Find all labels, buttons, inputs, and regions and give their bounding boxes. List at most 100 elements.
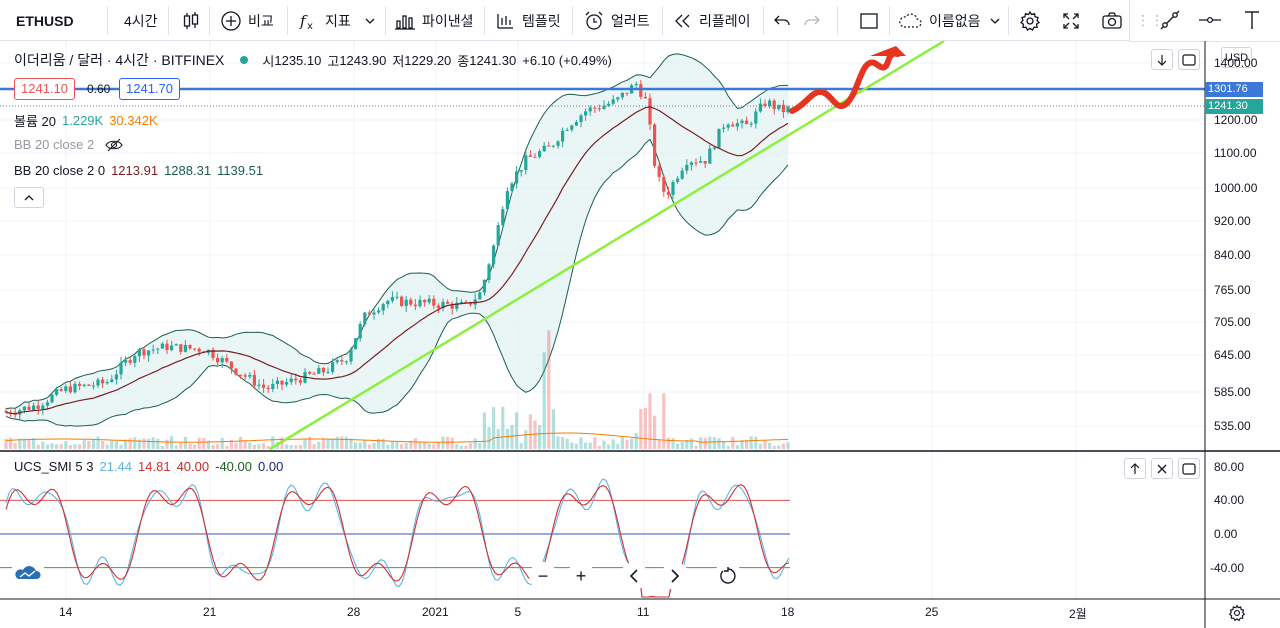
trendline-tool-button[interactable] <box>1158 0 1182 40</box>
projection-arrow-drawing[interactable] <box>789 50 901 114</box>
layout-name-button[interactable]: 이름없음 <box>897 0 1001 41</box>
candle-body <box>170 345 174 351</box>
price-axis-label: 765.00 <box>1214 283 1251 297</box>
volume-ma-value: 30.342K <box>109 113 158 128</box>
chart-settings-button[interactable] <box>1228 600 1246 626</box>
volume-legend[interactable]: 볼륨 20 1.229K 30.342K <box>14 111 164 130</box>
volume-bar <box>492 407 496 449</box>
candle-body <box>528 155 532 157</box>
hidden-bb-legend[interactable]: BB 20 close 2 <box>14 137 124 152</box>
volume-bar <box>27 440 31 449</box>
zoom-in-button[interactable]: + <box>567 562 595 590</box>
price-axis-label: 1100.00 <box>1214 146 1257 160</box>
change-value: +6.10 (+0.49%) <box>522 52 612 68</box>
bollinger-legend[interactable]: BB 20 close 2 0 1213.91 1288.31 1139.51 <box>14 163 269 178</box>
volume-bar <box>160 445 164 449</box>
currency-button[interactable]: USD <box>1221 47 1252 68</box>
horizontal-line-tool-button[interactable] <box>1198 0 1222 40</box>
indicators-dropdown[interactable] <box>364 0 376 41</box>
candle-body <box>772 100 776 110</box>
drag-handle-icon[interactable]: ⋮⋮ <box>1136 11 1164 28</box>
eye-crossed-icon[interactable] <box>104 138 124 152</box>
candle-body <box>308 372 312 374</box>
volume-bar <box>758 443 762 449</box>
smi-level-lines <box>0 499 790 569</box>
volume-bar <box>363 440 367 449</box>
financials-button[interactable]: 파이낸셜 <box>394 0 474 41</box>
maximize-smi-pane-button[interactable] <box>1178 458 1200 479</box>
volume-bar <box>133 437 137 449</box>
volume-bar <box>82 440 86 449</box>
volume-bar <box>22 438 26 449</box>
volume-bar <box>510 424 514 449</box>
candle-body <box>496 225 500 246</box>
candle-body <box>570 125 574 130</box>
sell-price-button[interactable]: 1241.10 <box>14 78 75 100</box>
scroll-left-button[interactable] <box>620 562 648 590</box>
fullscreen-button[interactable] <box>1061 0 1081 41</box>
candle-body <box>156 348 160 350</box>
maximize-pane-button[interactable] <box>1178 49 1200 70</box>
divider <box>662 6 663 35</box>
chart-title[interactable]: 이더리움 / 달러 · 4시간 · BITFINEX <box>14 52 225 68</box>
volume-bar <box>639 408 643 449</box>
volume-bar <box>446 436 450 449</box>
undo-button[interactable] <box>773 0 791 41</box>
snapshot-button[interactable] <box>1101 0 1123 41</box>
camera-icon <box>1102 11 1122 29</box>
symbol-search-button[interactable]: ETHUSD <box>16 0 74 41</box>
smi-legend[interactable]: UCS_SMI 5 3 21.44 14.81 40.00 -40.00 0.0… <box>14 459 289 474</box>
trendline-drawing[interactable] <box>269 41 945 451</box>
projection-arrowhead[interactable] <box>870 46 906 56</box>
move-pane-up-button[interactable] <box>1124 458 1146 479</box>
candle-body <box>436 305 440 309</box>
move-pane-down-button[interactable] <box>1151 49 1173 70</box>
volume-bar <box>367 444 371 449</box>
settings-button[interactable] <box>1019 0 1041 41</box>
divider <box>763 6 764 35</box>
volume-bar <box>96 436 100 449</box>
time-axis-label: 11 <box>637 605 650 619</box>
templates-button[interactable]: 템플릿 <box>494 0 561 41</box>
buy-price-button[interactable]: 1241.70 <box>119 78 180 100</box>
redo-button[interactable] <box>803 0 821 41</box>
candle-body <box>142 349 146 356</box>
candle-body <box>611 99 615 104</box>
text-tool-button[interactable] <box>1241 0 1263 40</box>
ask-price: 1241.70 <box>126 81 173 96</box>
scroll-right-button[interactable] <box>661 562 689 590</box>
replay-button[interactable]: 리플레이 <box>673 0 751 41</box>
chart-type-button[interactable] <box>180 0 202 41</box>
volume-bar <box>68 444 72 449</box>
collapse-legend-button[interactable] <box>14 187 44 208</box>
reset-chart-button[interactable] <box>714 562 742 590</box>
candle-body <box>418 299 422 307</box>
bar-chart-icon <box>395 14 415 30</box>
bollinger-lower-band <box>5 138 789 427</box>
select-layout-button[interactable] <box>859 0 879 41</box>
close-key: 종 <box>457 53 470 69</box>
tradingview-logo-button[interactable] <box>12 561 44 585</box>
volume-bar <box>372 443 376 449</box>
volume-bar <box>13 443 17 449</box>
interval-button[interactable]: 4시간 <box>124 0 158 41</box>
candle-body <box>685 164 689 171</box>
volume-bar <box>423 441 427 449</box>
candle-body <box>68 386 72 393</box>
candle-body <box>722 127 726 129</box>
candle-body <box>312 373 316 375</box>
open-key: 시 <box>262 53 275 69</box>
alert-button[interactable]: 얼러트 <box>583 0 650 41</box>
volume-bar <box>685 439 689 449</box>
zoom-out-button[interactable]: − <box>529 562 557 590</box>
chevron-left-icon <box>629 569 638 583</box>
volume-bar <box>565 438 569 449</box>
price-chart-canvas[interactable] <box>0 41 1280 628</box>
close-pane-button[interactable] <box>1151 458 1173 479</box>
candle-body <box>225 358 229 362</box>
volume-bar <box>611 439 615 449</box>
compare-button[interactable]: 비교 <box>220 0 274 41</box>
candle-body <box>262 384 266 388</box>
volume-bar <box>234 442 238 449</box>
